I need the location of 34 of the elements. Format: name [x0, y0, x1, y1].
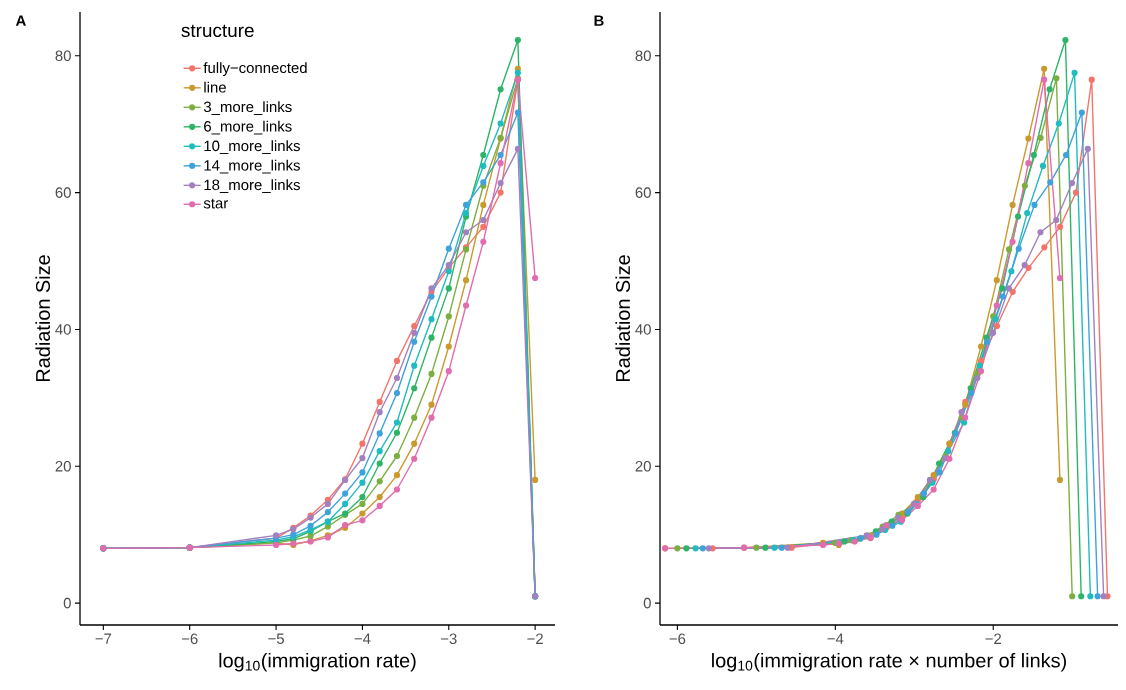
chart-title: A — [15, 15, 26, 26]
y-tick-label: 80 — [635, 50, 651, 62]
legend-title: structure — [181, 24, 254, 38]
legend-label: fully−connected — [203, 62, 307, 77]
y-tick-label: 0 — [63, 597, 71, 609]
x-tick-label: −6 — [669, 633, 686, 645]
chart-title: B — [594, 15, 604, 26]
x-axis-title: log$_{10}$(immigration rate × number of links) — [712, 652, 1066, 672]
legend-label: line — [204, 81, 226, 93]
legend-label: 6_more_links — [204, 120, 292, 135]
y-tick-label: 40 — [55, 324, 71, 335]
y-tick-label: 60 — [55, 187, 71, 198]
legend-label: 3_more_links — [203, 101, 292, 115]
y-tick-label: 20 — [635, 460, 651, 472]
x-axis-title: log$_{10}$(immigration rate) — [219, 652, 416, 672]
y-tick-label: 60 — [635, 187, 651, 198]
x-tick-label: −4 — [827, 633, 844, 644]
y-tick-label: 20 — [55, 460, 71, 472]
x-tick-label: −5 — [268, 633, 284, 644]
y-tick-label: 80 — [55, 50, 71, 62]
y-tick-label: 0 — [643, 597, 651, 609]
x-tick-label: −3 — [441, 633, 457, 645]
legend-label: star — [203, 198, 228, 209]
x-tick-label: −2 — [985, 633, 1002, 644]
legend-label: 14_more_links — [204, 159, 300, 174]
y-axis-title: Radiation Size — [615, 255, 631, 382]
x-tick-label: −6 — [181, 633, 198, 645]
x-tick-label: −7 — [95, 633, 112, 644]
x-tick-label: −4 — [354, 633, 371, 644]
y-tick-label: 40 — [635, 324, 651, 335]
legend-label: 10_more_links — [204, 140, 300, 154]
x-tick-label: −2 — [527, 633, 543, 644]
legend-label: 18_more_links — [204, 179, 300, 193]
y-axis-title: Radiation Size — [35, 255, 51, 382]
